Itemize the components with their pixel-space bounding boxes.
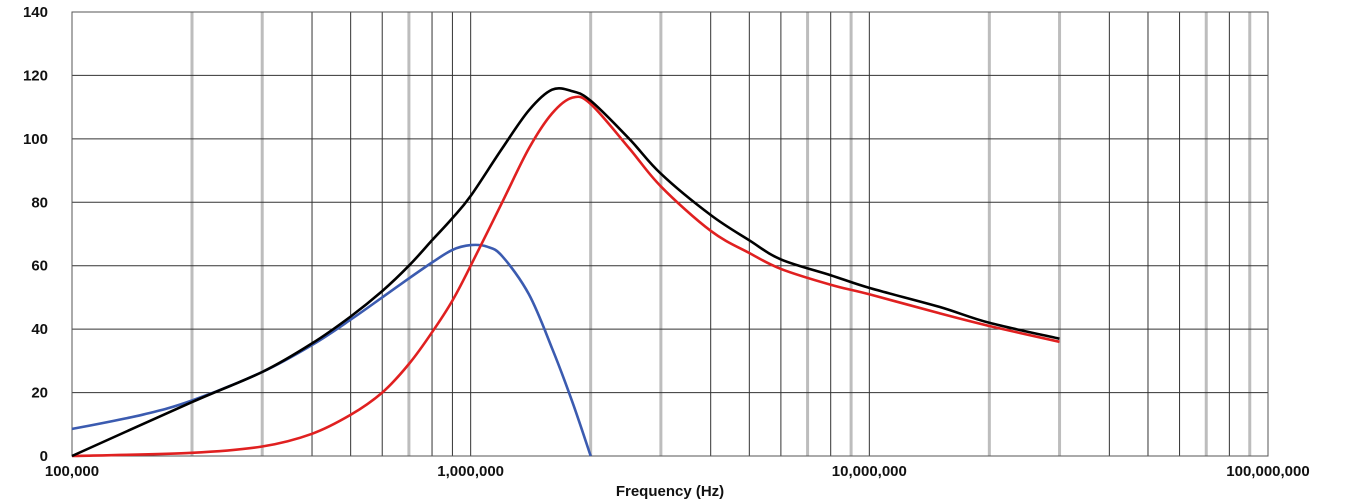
series-line-2 bbox=[71, 95, 1060, 458]
x-tick-label: 10,000,000 bbox=[832, 463, 907, 480]
y-tick-label: 40 bbox=[31, 321, 48, 338]
y-tick-label: 100 bbox=[23, 131, 48, 148]
x-tick-label: 100,000 bbox=[45, 463, 99, 480]
y-axis-ticks: 0 20 40 60 80 100 120 140 bbox=[23, 4, 48, 465]
y-tick-label: 60 bbox=[31, 258, 48, 275]
x-axis-ticks: 100,000 1,000,000 10,000,000 100,000,000 bbox=[45, 463, 1310, 480]
plot-frame bbox=[71, 11, 1269, 457]
y-tick-label: 20 bbox=[31, 385, 48, 402]
y-tick-label: 80 bbox=[31, 194, 48, 211]
series-line-3 bbox=[71, 86, 1060, 458]
x-tick-label: 1,000,000 bbox=[437, 463, 504, 480]
y-tick-label: 120 bbox=[23, 67, 48, 84]
grid-lines bbox=[72, 12, 1268, 456]
y-tick-label: 140 bbox=[23, 4, 48, 21]
y-tick-label: 0 bbox=[40, 448, 48, 465]
x-tick-label: 100,000,000 bbox=[1226, 463, 1309, 480]
series-layer bbox=[71, 86, 1060, 458]
x-axis-title: Frequency (Hz) bbox=[616, 483, 724, 500]
